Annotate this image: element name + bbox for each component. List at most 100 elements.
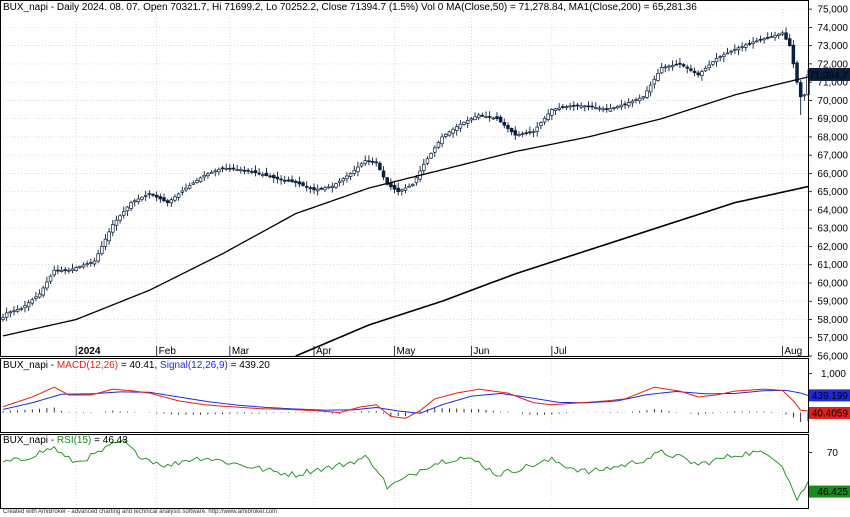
candle-body [45, 281, 49, 289]
candle-body [41, 287, 45, 296]
price-tick-label: 57,000 [817, 333, 848, 344]
candle-body [575, 104, 580, 107]
candle-body [85, 263, 89, 266]
candle-body [656, 73, 660, 81]
candle-body [769, 36, 774, 38]
candle-body [718, 56, 722, 58]
candle-body [297, 181, 302, 185]
candle-body [293, 180, 298, 183]
candle-body [4, 312, 9, 318]
candle-body [268, 175, 272, 178]
candle-body [143, 194, 148, 197]
candle-body [326, 186, 331, 189]
candle-body [206, 173, 210, 177]
candle-body [48, 275, 53, 282]
candle-body [619, 104, 624, 108]
macd-tick-label: 1,000 [821, 369, 846, 380]
rsi-title-name: RSI(15) [57, 435, 91, 446]
candle-body [583, 105, 587, 108]
candle-body [454, 126, 459, 131]
candle-body [392, 184, 397, 190]
panel-frames [0, 0, 809, 509]
price-tick-label: 62,000 [817, 242, 848, 253]
candle-body [312, 187, 316, 191]
candle-body [546, 113, 550, 120]
candle-body [674, 63, 679, 66]
candle-body [513, 130, 518, 136]
candle-body [780, 32, 785, 35]
signal-line [2, 389, 809, 414]
candle-body [176, 193, 181, 198]
candle-body [275, 176, 280, 180]
candle-body [652, 78, 657, 85]
candle-body [114, 219, 119, 226]
candle-body [422, 163, 426, 171]
candle-body [802, 94, 807, 97]
candle-body [323, 187, 327, 191]
macd-line [2, 386, 809, 419]
candle-body [795, 62, 799, 83]
candle-body [597, 107, 602, 110]
candle-body [191, 182, 196, 185]
candle-body [725, 52, 730, 55]
candle-body [169, 199, 174, 204]
candle-body [465, 120, 470, 124]
price-tick-label: 69,000 [817, 114, 848, 125]
candle-body [184, 187, 188, 191]
candle-body [696, 72, 700, 76]
chart-grid: 75,000 74,000 73,000 72,000 71,000 70,000 69,0… [3, 0, 848, 508]
candle-body [648, 84, 653, 93]
candle-body [550, 109, 554, 116]
candle-body [52, 269, 56, 276]
candle-body [564, 106, 569, 108]
candle-body [524, 132, 528, 134]
candle-body [304, 186, 309, 188]
candle-body [195, 180, 199, 183]
month-label: Aug [784, 346, 802, 357]
candle-body [707, 64, 711, 69]
candle-body [272, 175, 276, 179]
candle-body [264, 172, 269, 176]
candle-body [228, 167, 232, 170]
candle-body [125, 206, 130, 212]
candle-body [645, 90, 649, 98]
price-tick-label: 56,000 [817, 352, 848, 363]
candle-body [568, 105, 572, 108]
last-close-badge [809, 67, 850, 81]
candle-body [798, 82, 803, 98]
candle-body [604, 108, 609, 110]
candle-body [579, 105, 583, 108]
candle-body [765, 37, 770, 39]
candle-body [8, 311, 13, 314]
candle-body [319, 187, 324, 190]
candle-body [151, 193, 155, 196]
candle-body [634, 99, 638, 102]
macd-badge-label: 40.4059 [812, 408, 849, 419]
candle-body [612, 106, 616, 109]
candle-body [348, 173, 353, 177]
candle-body [209, 171, 214, 174]
candle-body [217, 169, 221, 173]
candle-body [23, 305, 27, 308]
candle-body [198, 177, 203, 182]
signal-badge-label: 439.199 [812, 391, 849, 402]
candle-body [26, 302, 31, 308]
candle-body [729, 50, 733, 53]
candle-body [30, 299, 35, 304]
ma50-line [2, 76, 809, 337]
candle-body [414, 177, 419, 184]
candle-body [747, 43, 752, 45]
month-label: Mar [232, 346, 250, 357]
candle-body [433, 147, 437, 153]
candle-body [111, 224, 115, 233]
candle-body [733, 48, 737, 51]
candle-body [447, 131, 452, 136]
candle-body [301, 182, 305, 186]
candle-body [561, 106, 565, 108]
candle-body [129, 202, 133, 209]
ma200-line [295, 185, 809, 357]
price-tick-label: 59,000 [817, 297, 848, 308]
candle-body [403, 187, 408, 191]
candle-body [239, 169, 243, 172]
